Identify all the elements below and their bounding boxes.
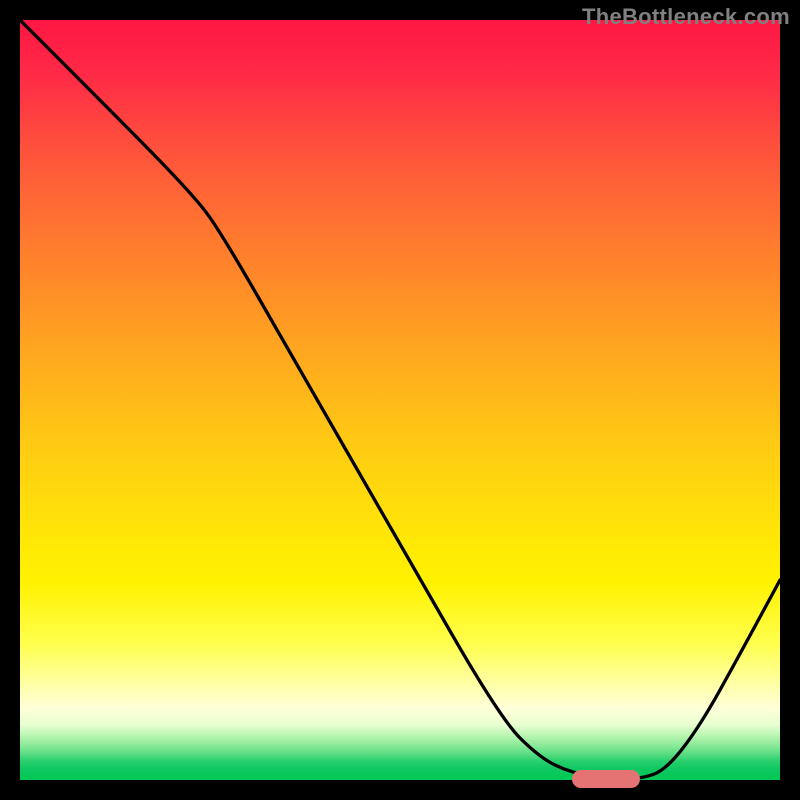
watermark-label: TheBottleneck.com — [582, 4, 790, 30]
chart-svg — [0, 0, 800, 800]
optimal-region-marker — [572, 770, 640, 788]
chart-root: TheBottleneck.com — [0, 0, 800, 800]
